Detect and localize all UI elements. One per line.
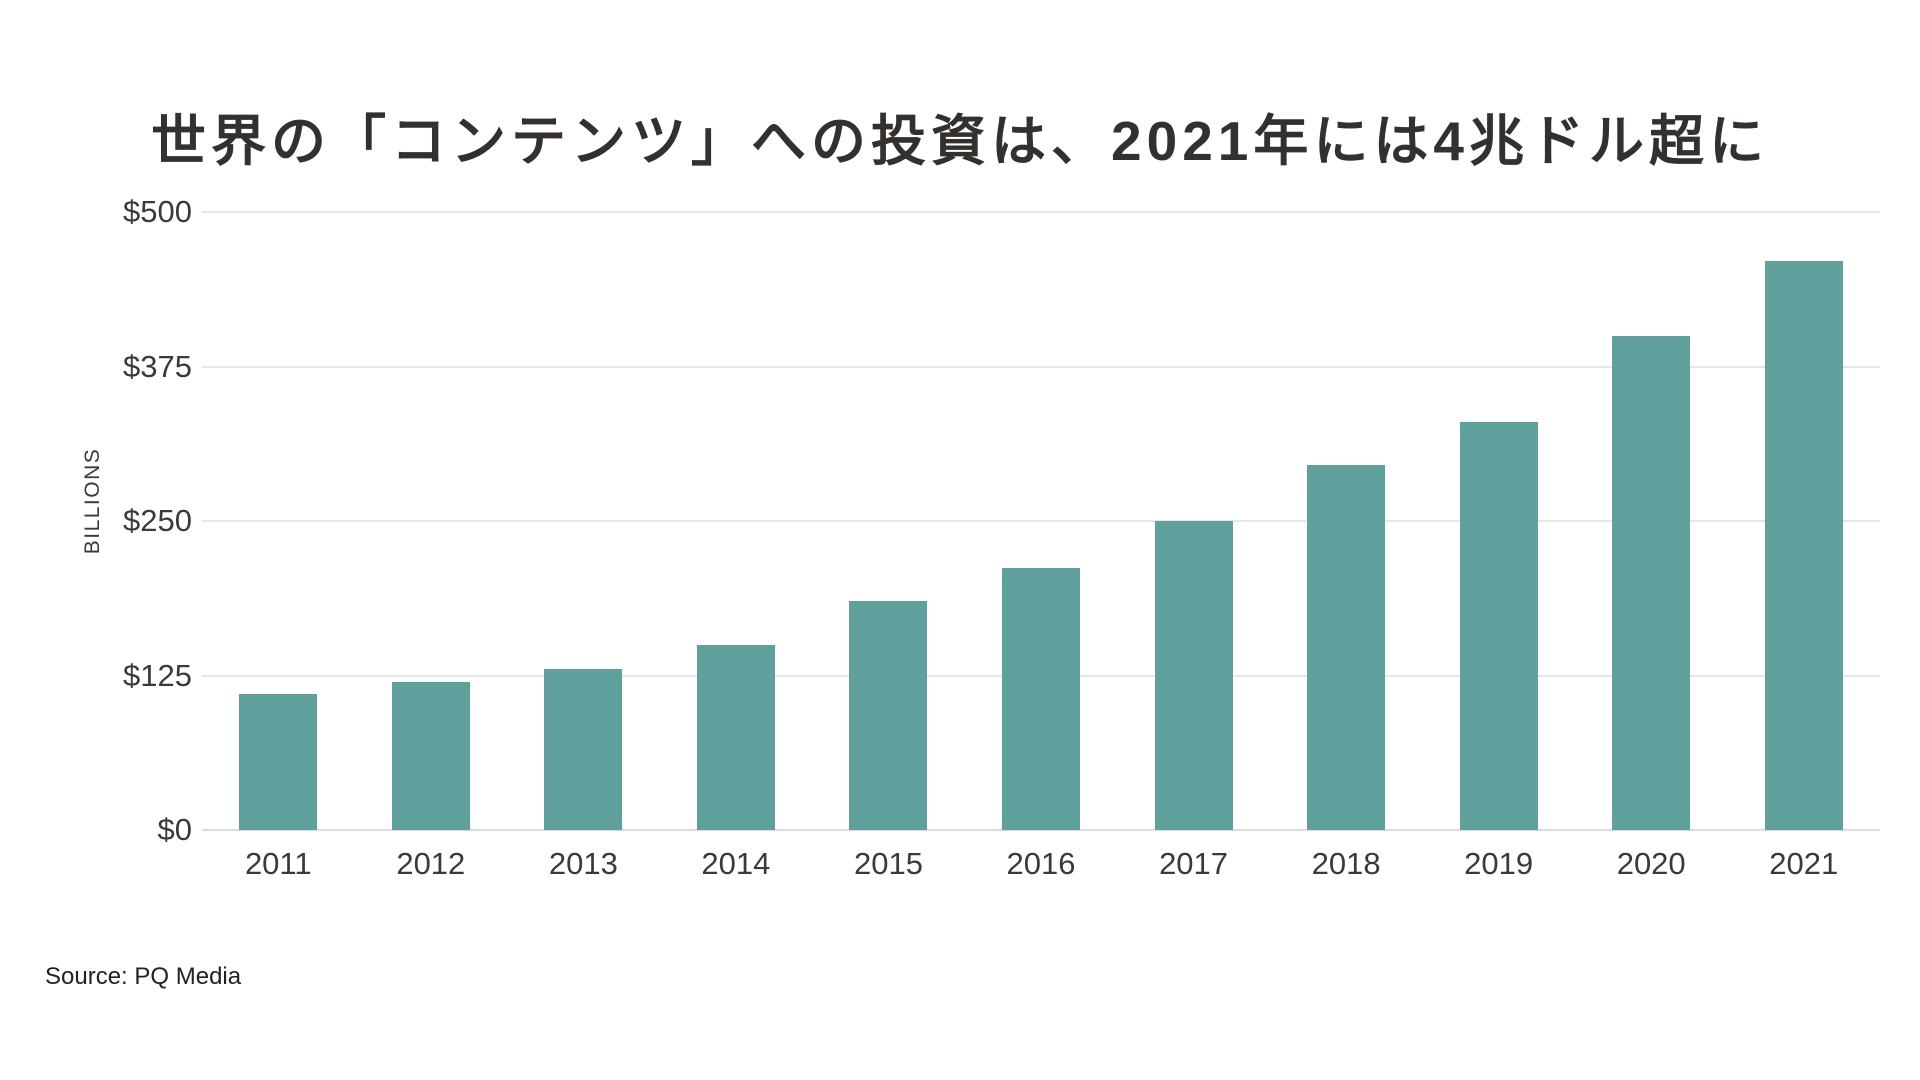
y-tick-$500: $500 xyxy=(123,194,192,229)
bar-slot-2019 xyxy=(1422,212,1575,830)
gridline-$250 xyxy=(202,520,1880,522)
gridline-$375 xyxy=(202,365,1880,368)
gridline-$0 xyxy=(202,829,1880,831)
x-tick-2017: 2017 xyxy=(1159,846,1229,881)
bar-slot-2011 xyxy=(202,212,355,830)
bar-slot-2014 xyxy=(660,212,813,830)
bar-2016 xyxy=(1002,567,1080,830)
bar-slot-2012 xyxy=(355,212,508,830)
chart-title: 世界の「コンテンツ」への投資は、2021年には4兆ドル超に xyxy=(151,110,1769,172)
x-tick-2018: 2018 xyxy=(1311,846,1381,881)
bar-2013 xyxy=(544,669,623,830)
y-axis-ticks: $0 $125 $250 $375 $500 xyxy=(0,194,192,847)
bar-slot-2018 xyxy=(1270,212,1423,830)
bars-layer xyxy=(202,212,1880,830)
x-tick-2019: 2019 xyxy=(1464,846,1534,881)
x-tick-2015: 2015 xyxy=(853,846,923,881)
plot-area xyxy=(202,211,1880,831)
y-tick-$125: $125 xyxy=(123,657,192,693)
bar-slot-2013 xyxy=(507,212,660,830)
bar-2014 xyxy=(696,644,775,830)
bar-2018 xyxy=(1307,465,1386,830)
bar-slot-2020 xyxy=(1575,212,1728,830)
x-tick-2013: 2013 xyxy=(548,846,618,881)
x-tick-2014: 2014 xyxy=(701,846,771,881)
bar-2019 xyxy=(1459,422,1538,830)
x-axis-labels: 2011 2012 2013 2014 2015 2016 2017 2018 2019 2020… xyxy=(202,846,1880,882)
bar-2011 xyxy=(239,694,318,830)
y-tick-$375: $375 xyxy=(123,348,192,384)
bar-slot-2016 xyxy=(965,212,1118,830)
x-tick-2011: 2011 xyxy=(244,846,312,881)
x-tick-2021: 2021 xyxy=(1769,846,1839,881)
bar-2020 xyxy=(1612,335,1691,830)
y-tick-$250: $250 xyxy=(123,503,192,538)
bar-2015 xyxy=(849,601,928,830)
x-tick-2012: 2012 xyxy=(396,846,466,881)
gridline-$500 xyxy=(202,211,1880,213)
bar-2012 xyxy=(391,681,470,830)
source-text: Source: PQ Media xyxy=(45,963,242,990)
bar-2021 xyxy=(1764,261,1843,830)
bar-slot-2015 xyxy=(812,212,965,830)
bar-slot-2017 xyxy=(1117,212,1270,830)
bar-slot-2021 xyxy=(1727,212,1880,830)
x-tick-2020: 2020 xyxy=(1616,846,1686,881)
y-tick-$0: $0 xyxy=(157,812,192,847)
bar-2017 xyxy=(1154,521,1233,830)
x-tick-2016: 2016 xyxy=(1006,846,1076,881)
